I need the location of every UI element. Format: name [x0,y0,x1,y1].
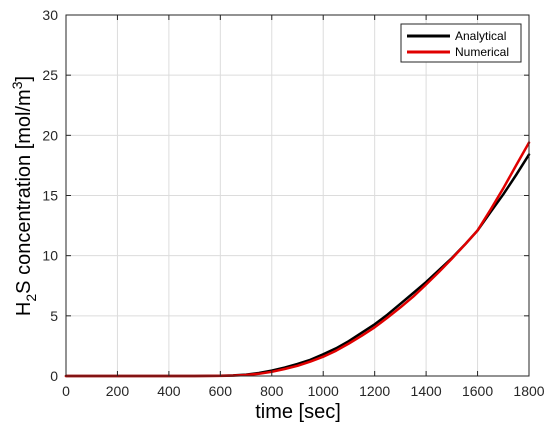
legend-box [400,23,522,63]
y-tick-label: 30 [42,7,58,23]
y-tick-label: 20 [42,127,58,143]
y-axis-label: H2S concentration [mol/m3] [9,76,39,316]
y-tick-label: 0 [50,368,58,384]
y-tick-label: 5 [50,308,58,324]
x-tick-label: 600 [209,383,233,399]
x-tick-label: 1200 [359,383,390,399]
x-tick-label: 200 [106,383,130,399]
x-tick-label: 0 [62,383,70,399]
y-tick-label: 10 [42,248,58,264]
x-axis-ticks: 0 200 400 600 800 1000 1200 1400 1600 1800 [62,15,545,399]
legend-label-analytical: Analytical [455,29,506,43]
legend-label-numerical: Numerical [455,45,509,59]
y-tick-label: 25 [42,67,58,83]
y-axis-ticks: 0 5 10 15 20 25 30 [42,7,529,384]
x-tick-label: 400 [157,383,181,399]
x-tick-label: 1400 [411,383,442,399]
x-axis-label: time [sec] [255,401,341,423]
y-tick-label: 15 [42,188,58,204]
x-tick-label: 1600 [462,383,493,399]
legend: Analytical Numerical [400,23,522,63]
x-tick-label: 800 [260,383,284,399]
x-tick-label: 1800 [513,383,544,399]
x-tick-label: 1000 [308,383,339,399]
